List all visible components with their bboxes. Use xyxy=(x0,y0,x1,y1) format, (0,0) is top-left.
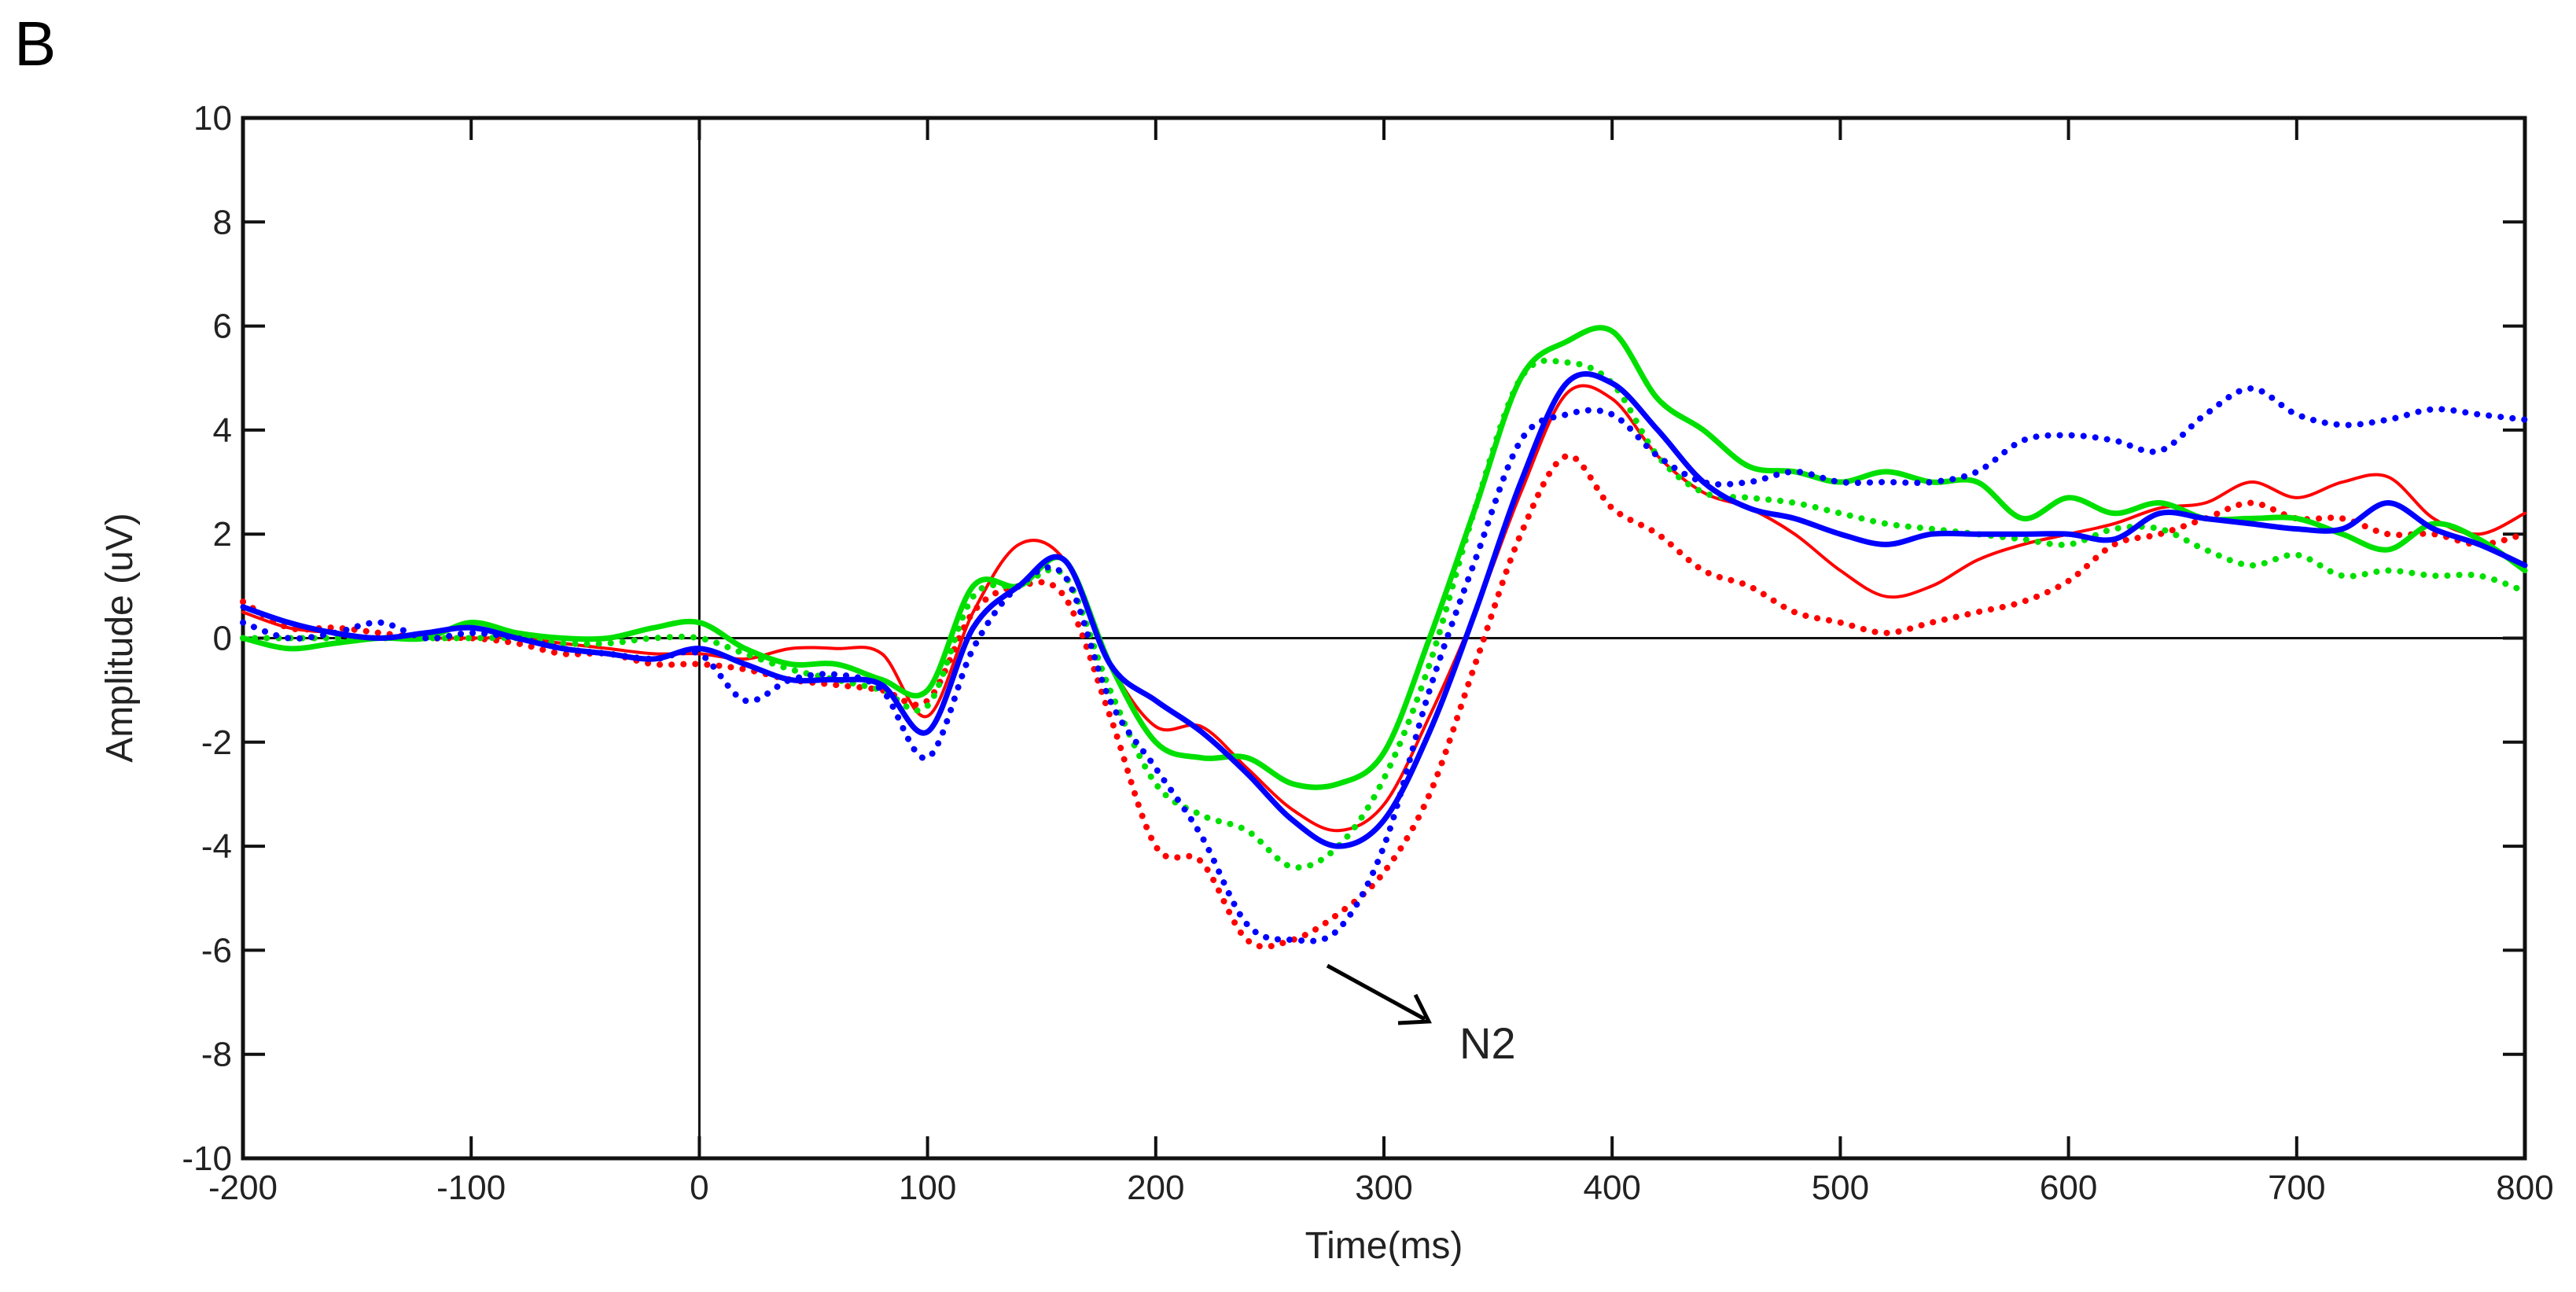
x-tick-label: 400 xyxy=(1583,1169,1640,1207)
y-tick-label: -10 xyxy=(182,1139,232,1178)
x-tick-label: -100 xyxy=(436,1169,506,1207)
y-tick-label: 0 xyxy=(213,620,232,658)
x-tick-label: 600 xyxy=(2040,1169,2097,1207)
x-axis-title: Time(ms) xyxy=(1305,1225,1463,1267)
x-tick-label: 200 xyxy=(1127,1169,1184,1207)
x-tick-label: 100 xyxy=(899,1169,956,1207)
y-tick-label: -6 xyxy=(201,931,232,970)
y-tick-label: 2 xyxy=(213,515,232,554)
y-tick-label: -4 xyxy=(201,827,232,866)
n2-arrow xyxy=(1326,963,1426,1021)
y-tick-label: 10 xyxy=(193,99,232,138)
y-axis-title: Amplitude (uV) xyxy=(99,513,141,762)
n2-annotation: N2 xyxy=(1326,963,1516,1068)
x-tick-label: 700 xyxy=(2268,1169,2325,1207)
series-line-3-solid xyxy=(240,325,2528,790)
x-tick-label: -200 xyxy=(208,1169,278,1207)
series-line-2-dotted xyxy=(240,452,2528,950)
y-tick-label: 6 xyxy=(213,307,232,346)
series-line-1-solid xyxy=(241,384,2526,833)
axes: -200 -100 0 100 200 300 400 500 600 700 800-10-8-6… xyxy=(182,99,2553,1207)
n2-label: N2 xyxy=(1459,1018,1516,1068)
x-tick-label: 800 xyxy=(2496,1169,2553,1207)
y-tick-label: 8 xyxy=(213,203,232,241)
x-tick-label: 500 xyxy=(1812,1169,1869,1207)
series-lines xyxy=(240,325,2528,950)
x-tick-label: 300 xyxy=(1355,1169,1412,1207)
series-line-4-dotted xyxy=(240,357,2528,871)
n2-arrowhead xyxy=(1397,993,1432,1025)
panel-label: B xyxy=(14,9,57,79)
y-tick-label: -2 xyxy=(201,723,232,762)
y-tick-label: -8 xyxy=(201,1036,232,1074)
series-line-6-dotted xyxy=(240,385,2528,944)
x-tick-label: 0 xyxy=(690,1169,708,1207)
y-tick-label: 4 xyxy=(213,411,232,450)
